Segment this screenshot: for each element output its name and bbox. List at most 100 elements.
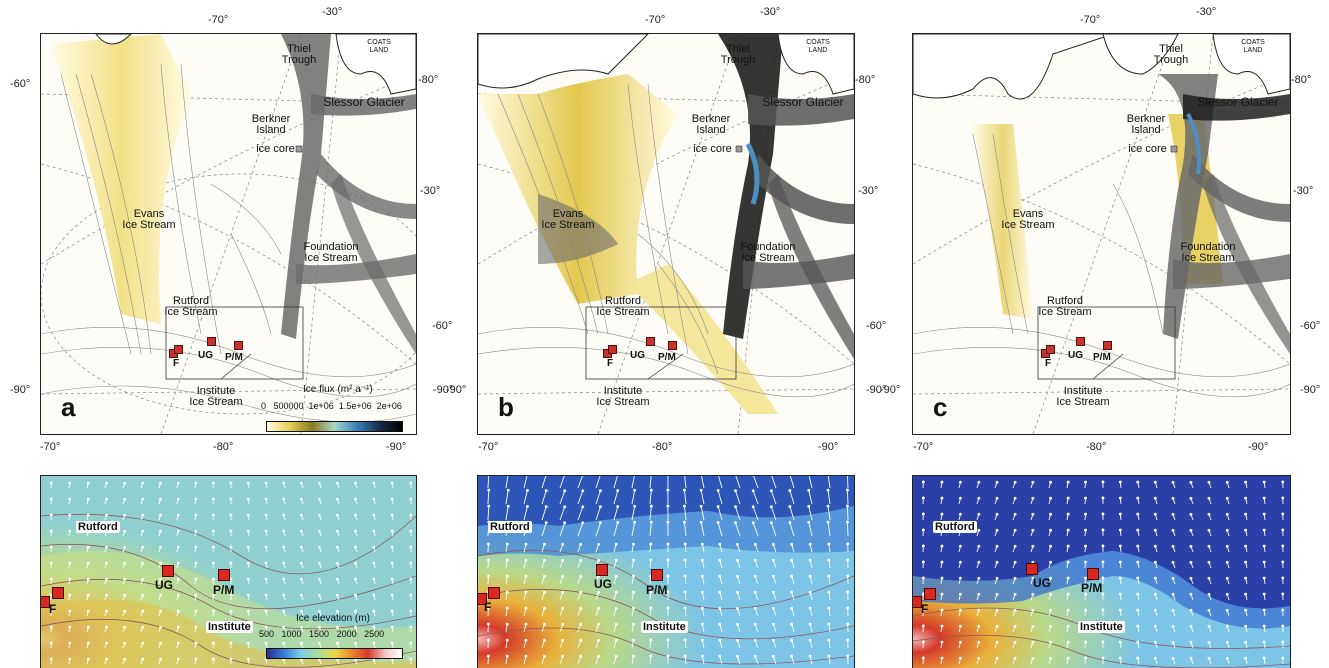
flow-arrow-head: [142, 498, 144, 500]
flow-arrow-head: [265, 626, 267, 628]
flow-arrow-head: [336, 498, 338, 500]
flow-arrow-head: [667, 559, 669, 561]
flow-arrow-head: [526, 489, 528, 491]
flow-arrow-head: [1172, 561, 1174, 563]
flow-arrow-head: [1014, 513, 1016, 515]
flow-arrow-head: [684, 559, 686, 561]
flow-arrow-head: [772, 607, 774, 609]
flow-arrow-head: [177, 642, 179, 644]
deg-label: -30°: [760, 6, 780, 18]
flow-arrow-head: [701, 655, 703, 657]
flow-arrow-head: [247, 658, 249, 660]
flow-arrow-head: [142, 546, 144, 548]
flow-arrow-head: [808, 521, 810, 523]
flow-arrow-head: [650, 655, 652, 657]
flow-arrow-head: [828, 575, 830, 577]
flow-arrow-head: [106, 594, 108, 596]
flow-arrow-head: [1067, 545, 1069, 547]
deg-label: -80°: [213, 441, 233, 453]
flow-arrow-head: [1067, 609, 1069, 611]
deg-label: -30°: [1196, 6, 1216, 18]
flow-arrow-head: [545, 506, 547, 508]
flow-arrow-head: [373, 594, 375, 596]
flow-arrow-head: [410, 642, 412, 644]
flow-arrow-head: [562, 543, 564, 545]
flow-arrow-head: [543, 575, 545, 577]
site-marker-f2: [174, 345, 183, 354]
flow-arrow-head: [1190, 609, 1192, 611]
flow-arrow-head: [809, 559, 811, 561]
flow-arrow-head: [87, 562, 89, 564]
flow-arrow-head: [564, 522, 566, 524]
flow-arrow-head: [507, 489, 509, 491]
flow-arrow-head: [212, 642, 214, 644]
flow-arrow-head: [736, 559, 738, 561]
flow-arrow-head: [1282, 577, 1284, 579]
flow-arrow-head: [633, 623, 635, 625]
flux-map-a-graphic: [41, 34, 416, 434]
flow-arrow-head: [562, 623, 564, 625]
flow-arrow-head: [69, 482, 71, 484]
site-label-f: F: [49, 602, 56, 616]
flow-arrow-head: [941, 577, 943, 579]
flow-arrow-head: [160, 562, 162, 564]
flow-arrow-head: [543, 639, 545, 641]
flow-arrow-head: [1282, 529, 1284, 531]
flow-arrow-head: [410, 546, 412, 548]
flow-arrow-head: [142, 610, 144, 612]
site-marker-f2: [924, 588, 936, 600]
flow-arrow-head: [391, 594, 393, 596]
flow-arrow-head: [1102, 497, 1104, 499]
flow-arrow-head: [634, 521, 636, 523]
flow-arrow-head: [1172, 609, 1174, 611]
flow-arrow-head: [617, 522, 619, 524]
flow-arrow-head: [582, 506, 584, 508]
flow-arrow-head: [667, 655, 669, 657]
flow-arrow-head: [736, 607, 738, 609]
flow-arrow-head: [195, 626, 197, 628]
flow-arrow-head: [160, 546, 162, 548]
flow-arrow-head: [562, 655, 564, 657]
flow-arrow-head: [1263, 609, 1265, 611]
flow-arrow-head: [87, 482, 89, 484]
flow-arrow-head: [828, 639, 830, 641]
site-label-ug: UG: [630, 350, 645, 361]
flow-arrow-head: [124, 562, 126, 564]
flow-arrow-head: [770, 490, 772, 492]
flow-arrow-head: [318, 514, 320, 516]
flow-arrow-head: [106, 626, 108, 628]
flow-arrow-head: [87, 546, 89, 548]
flow-arrow-head: [1208, 545, 1210, 547]
flow-arrow-head: [195, 594, 197, 596]
flow-arrow-head: [828, 655, 830, 657]
flow-arrow-head: [283, 498, 285, 500]
flow-arrow-head: [87, 610, 89, 612]
flow-arrow-head: [247, 530, 249, 532]
flow-arrow-head: [69, 578, 71, 580]
flow-arrow-head: [615, 591, 617, 593]
flow-arrow-head: [410, 562, 412, 564]
deg-label: -90°: [386, 441, 406, 453]
flow-arrow-head: [300, 610, 302, 612]
institute-label: Institute: [206, 621, 253, 633]
flow-arrow-head: [1032, 529, 1034, 531]
flow-arrow-head: [1014, 609, 1016, 611]
flow-arrow-head: [355, 642, 357, 644]
flow-arrow-head: [1067, 641, 1069, 643]
flow-arrow-head: [1154, 625, 1156, 627]
flow-arrow-head: [1282, 497, 1284, 499]
flow-arrow-head: [922, 481, 924, 483]
flow-arrow-head: [615, 559, 617, 561]
flow-arrow-head: [160, 658, 162, 660]
berkner-island-label: Berkner Island: [1121, 114, 1171, 136]
flow-arrow-head: [124, 530, 126, 532]
flow-arrow-head: [230, 642, 232, 644]
flow-arrow-head: [809, 591, 811, 593]
flow-arrow-head: [684, 655, 686, 657]
flow-arrow-head: [1172, 481, 1174, 483]
flow-arrow-head: [336, 610, 338, 612]
flow-arrow-head: [230, 578, 232, 580]
flow-arrow-head: [124, 498, 126, 500]
flow-arrow-head: [1190, 641, 1192, 643]
flow-arrow-head: [391, 530, 393, 532]
